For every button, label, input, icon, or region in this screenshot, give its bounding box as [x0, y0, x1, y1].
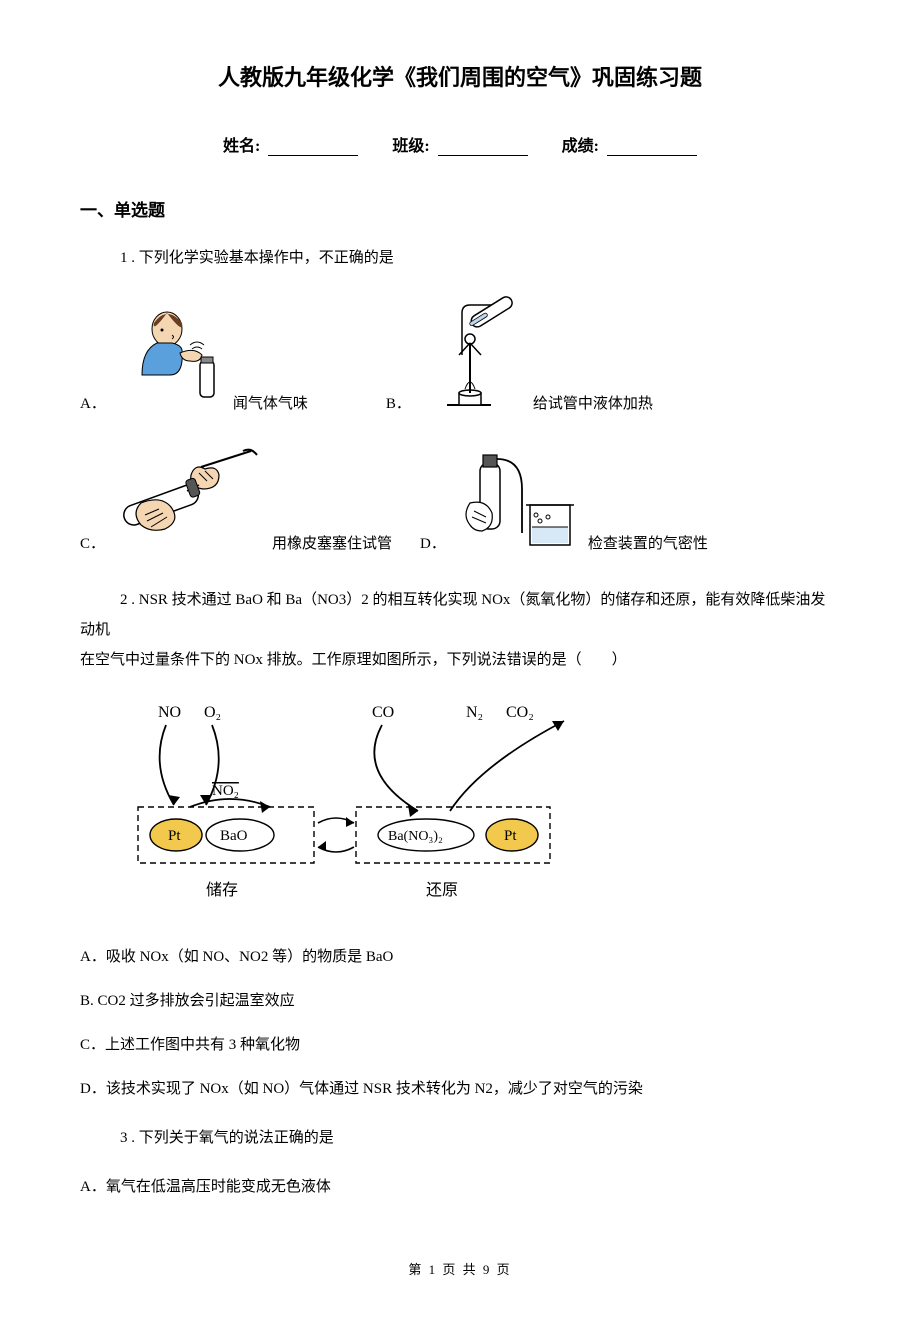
class-label: 班级:: [392, 138, 429, 155]
q1-number: 1 .: [120, 250, 135, 266]
score-field[interactable]: [607, 137, 697, 156]
q2-number: 2 .: [120, 592, 135, 608]
q1-optC-letter: C．: [80, 532, 105, 553]
meta-line: 姓名: 班级: 成绩:: [80, 132, 840, 156]
q1-optC-caption: 用橡皮塞塞住试管: [272, 532, 392, 553]
q2-stem: 2 . NSR 技术通过 BaO 和 Ba（NO3）2 的相互转化实现 NOx（…: [80, 585, 840, 675]
q2-optB: B. CO2 过多排放会引起温室效应: [80, 989, 840, 1013]
svg-text:Ba(NO₃)₂: Ba(NO₃)₂: [388, 829, 443, 844]
q2-optA: A．吸收 NOx（如 NO、NO2 等）的物质是 BaO: [80, 945, 840, 969]
q1-stem: 1 . 下列化学实验基本操作中，不正确的是: [120, 246, 840, 270]
diag-CO: CO: [372, 704, 394, 721]
q1-optB-letter: B．: [386, 392, 411, 413]
score-label: 成绩:: [562, 138, 599, 155]
q1-optB: B． 给试管中液体加热: [386, 295, 653, 415]
q1-options-row1: A． 闻气体气味 B．: [80, 295, 840, 415]
q1-optA: A． 闻气体气味: [80, 295, 308, 415]
q3-number: 3 .: [120, 1130, 135, 1146]
class-field[interactable]: [438, 137, 528, 156]
q2-optD: D．该技术实现了 NOx（如 NO）气体通过 NSR 技术转化为 N2，减少了对…: [80, 1077, 840, 1101]
svg-text:Pt: Pt: [504, 828, 517, 844]
diag-O2: O₂: [204, 704, 221, 721]
q1-optD-caption: 检查装置的气密性: [588, 532, 708, 553]
section-heading-1: 一、单选题: [80, 196, 840, 221]
page: 人教版九年级化学《我们周围的空气》巩固练习题 姓名: 班级: 成绩: 一、单选题…: [0, 0, 920, 1318]
q3-options: A．氧气在低温高压时能变成无色液体: [80, 1175, 840, 1199]
q1-optC-figure: [111, 445, 266, 555]
q3-optA: A．氧气在低温高压时能变成无色液体: [80, 1175, 840, 1199]
q2-diagram: NO O₂ CO N₂ CO₂ NO₂ Pt BaO: [120, 695, 840, 915]
q2-stem-1: NSR 技术通过 BaO 和 Ba（NO3）2 的相互转化实现 NOx（氮氧化物…: [80, 592, 825, 638]
q1-optB-caption: 给试管中液体加热: [533, 392, 653, 413]
q1-optD: D． 检查装置的气密性: [420, 445, 708, 555]
diag-reduce-label: 还原: [426, 881, 458, 899]
q1-optA-figure: [112, 295, 227, 415]
name-field[interactable]: [268, 137, 358, 156]
q3-stem: 3 . 下列关于氧气的说法正确的是: [120, 1126, 840, 1150]
q3-text: 下列关于氧气的说法正确的是: [139, 1130, 334, 1146]
q1-optC: C． 用橡皮塞塞住试管: [80, 445, 392, 555]
name-label: 姓名:: [223, 138, 260, 155]
diag-NO: NO: [158, 704, 181, 721]
diag-N2: N₂: [466, 704, 483, 721]
svg-text:BaO: BaO: [220, 828, 248, 844]
q1-optD-letter: D．: [420, 532, 446, 553]
diag-CO2: CO₂: [506, 704, 534, 721]
q1-text: 下列化学实验基本操作中，不正确的是: [139, 250, 394, 266]
q1-options-row2: C． 用橡皮塞塞住试管 D．: [80, 445, 840, 555]
q2-options: A．吸收 NOx（如 NO、NO2 等）的物质是 BaO B. CO2 过多排放…: [80, 945, 840, 1101]
diag-NO2: NO₂: [212, 783, 239, 799]
svg-text:Pt: Pt: [168, 828, 181, 844]
q1-optA-caption: 闻气体气味: [233, 392, 308, 413]
q1-optB-figure: [417, 295, 527, 415]
q1-optA-letter: A．: [80, 392, 106, 413]
diag-store-label: 储存: [206, 881, 238, 899]
q2-stem-2: 在空气中过量条件下的 NOx 排放。工作原理如图所示，下列说法错误的是（ ）: [80, 652, 627, 668]
q2-optC: C．上述工作图中共有 3 种氧化物: [80, 1033, 840, 1057]
page-footer: 第 1 页 共 9 页: [80, 1259, 840, 1278]
document-title: 人教版九年级化学《我们周围的空气》巩固练习题: [80, 60, 840, 92]
q1-optD-figure: [452, 445, 582, 555]
